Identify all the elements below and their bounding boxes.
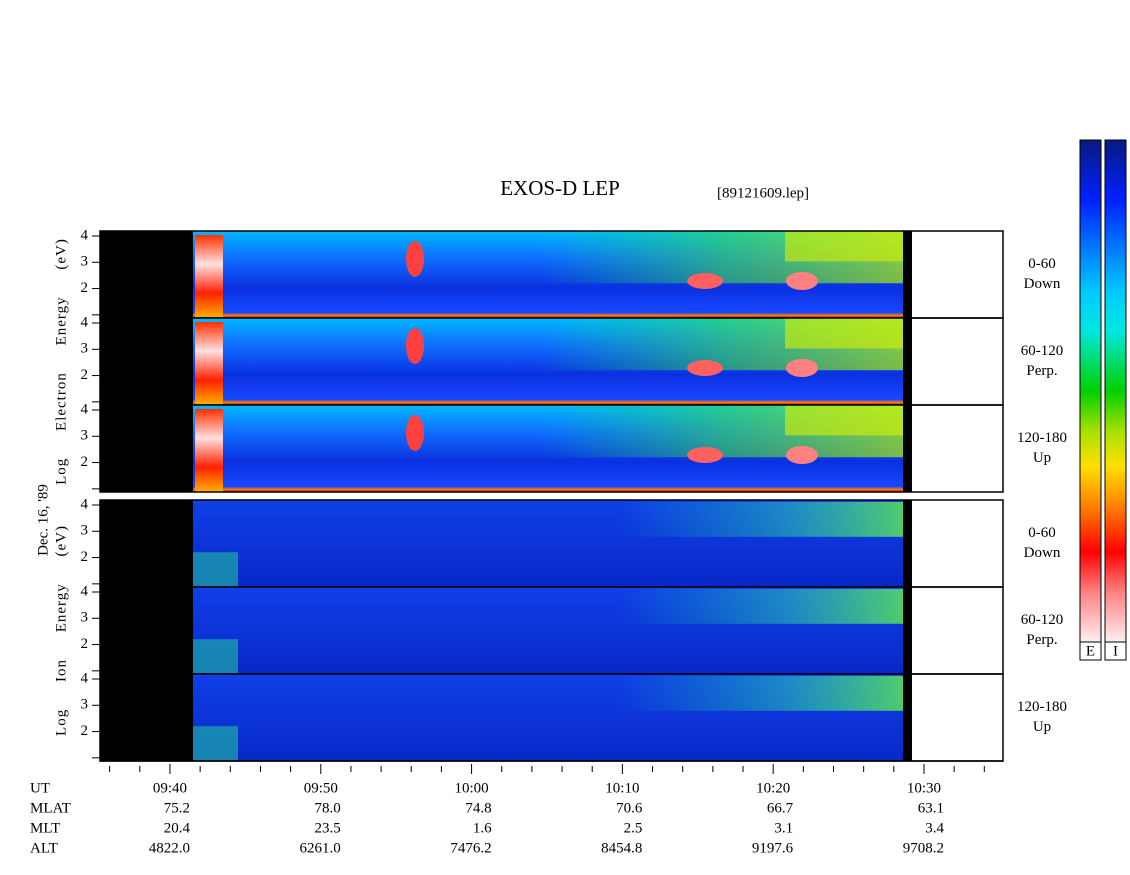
x-tick-label: 10:20 bbox=[756, 780, 790, 796]
spectrogram-image bbox=[785, 231, 903, 262]
ephemeris-value: 20.4 bbox=[164, 820, 191, 836]
colorbars: E I bbox=[1079, 139, 1127, 661]
ephemeris-value: 63.1 bbox=[918, 800, 944, 816]
colorbar-label: E bbox=[1086, 643, 1095, 659]
spectrogram-image bbox=[193, 639, 238, 674]
panel-frame bbox=[99, 404, 1004, 493]
date-label: Dec. 16, '89 bbox=[35, 484, 51, 556]
spectrogram-image bbox=[786, 359, 818, 377]
ephemeris-value: 2.5 bbox=[624, 820, 643, 836]
spectrogram-image bbox=[406, 328, 424, 364]
colorbar bbox=[1104, 139, 1127, 643]
chart-title: EXOS-D LEP bbox=[500, 176, 620, 200]
y-tick-label: 2 bbox=[81, 367, 89, 383]
y-tick-label: 4 bbox=[81, 670, 89, 686]
ephemeris-value: 3.4 bbox=[925, 820, 944, 836]
spectrogram-image bbox=[195, 235, 223, 318]
spectrogram-image bbox=[687, 447, 723, 463]
ephemeris-value: 3.1 bbox=[774, 820, 793, 836]
panel-label: 60-120 bbox=[1021, 612, 1064, 628]
y-tick-label: 4 bbox=[81, 227, 89, 243]
panel-label: 0-60 bbox=[1028, 525, 1056, 541]
ephemeris-value: 70.6 bbox=[616, 800, 643, 816]
y-tick-label: 3 bbox=[81, 697, 89, 713]
colorbar-label-box bbox=[1079, 641, 1102, 661]
spectrogram-image bbox=[786, 446, 818, 464]
spectrogram-image bbox=[620, 589, 903, 624]
y-tick-label: 2 bbox=[81, 280, 89, 296]
y-tick-label: 4 bbox=[81, 401, 89, 417]
panel-label: Down bbox=[1024, 276, 1061, 292]
spectrogram-image bbox=[195, 409, 223, 492]
spectrogram-image bbox=[785, 318, 903, 349]
x-tick-label: 09:50 bbox=[304, 780, 338, 796]
panel-label: 120-180 bbox=[1017, 699, 1067, 715]
y-tick-label: 3 bbox=[81, 254, 89, 270]
colorbar bbox=[1079, 139, 1102, 643]
colorbar-label: I bbox=[1113, 643, 1118, 659]
spectrogram-image bbox=[687, 360, 723, 376]
colorbar-label-box bbox=[1104, 641, 1127, 661]
ephemeris-value: 6261.0 bbox=[300, 840, 341, 856]
spectrogram-image bbox=[785, 405, 903, 436]
spectrogram-image bbox=[620, 676, 903, 711]
y-tick-label: 3 bbox=[81, 428, 89, 444]
y-tick-label: 4 bbox=[81, 314, 89, 330]
x-tick-label: 10:00 bbox=[454, 780, 488, 796]
panel-label: Perp. bbox=[1026, 632, 1057, 648]
y-axis-label: Log Ion Energy (eV) bbox=[53, 525, 69, 736]
panel-label: 120-180 bbox=[1017, 430, 1067, 446]
ephemeris-value: 78.0 bbox=[315, 800, 341, 816]
ephemeris-name: MLT bbox=[30, 820, 60, 836]
ephemeris-value: 66.7 bbox=[767, 800, 794, 816]
panel-label: Down bbox=[1024, 545, 1061, 561]
ephemeris-value: 9708.2 bbox=[903, 840, 944, 856]
panel-label: 60-120 bbox=[1021, 343, 1064, 359]
panel-label: 0-60 bbox=[1028, 256, 1056, 272]
x-tick-label: 10:30 bbox=[907, 780, 941, 796]
ephemeris-value: 8454.8 bbox=[601, 840, 642, 856]
ephemeris-value: 1.6 bbox=[473, 820, 492, 836]
ephemeris-value: 4822.0 bbox=[149, 840, 190, 856]
ephemeris-name: ALT bbox=[30, 840, 58, 856]
spectrogram-image bbox=[620, 502, 903, 537]
ephemeris-value: 75.2 bbox=[164, 800, 190, 816]
y-axis-label: Log Electron Energy (eV) bbox=[53, 238, 69, 485]
y-tick-label: 2 bbox=[81, 549, 89, 565]
y-tick-label: 4 bbox=[81, 496, 89, 512]
spectrogram-image bbox=[406, 415, 424, 451]
y-tick-label: 2 bbox=[81, 723, 89, 739]
spectrogram-image bbox=[193, 552, 238, 587]
x-tick-label: 10:10 bbox=[605, 780, 639, 796]
x-tick-label: 09:40 bbox=[153, 780, 187, 796]
spectrogram-image bbox=[195, 322, 223, 405]
ephemeris-name: UT bbox=[30, 780, 50, 796]
y-tick-label: 3 bbox=[81, 341, 89, 357]
y-tick-label: 4 bbox=[81, 583, 89, 599]
ephemeris-value: 7476.2 bbox=[450, 840, 491, 856]
ephemeris-value: 74.8 bbox=[465, 800, 491, 816]
spectrogram-image bbox=[786, 272, 818, 290]
data-gap bbox=[903, 231, 912, 492]
panel-label: Up bbox=[1033, 719, 1051, 735]
spectrogram-image bbox=[687, 273, 723, 289]
data-gap bbox=[903, 500, 912, 761]
data-gap bbox=[100, 500, 193, 761]
y-tick-label: 2 bbox=[81, 636, 89, 652]
chart-subtitle: [89121609.lep] bbox=[717, 185, 809, 201]
ephemeris-value: 9197.6 bbox=[752, 840, 794, 856]
spectrogram-image bbox=[406, 241, 424, 277]
panel-label: Perp. bbox=[1026, 363, 1057, 379]
panel-label: Up bbox=[1033, 450, 1051, 466]
y-tick-label: 3 bbox=[81, 523, 89, 539]
spectrogram-image bbox=[193, 726, 238, 761]
y-tick-label: 3 bbox=[81, 610, 89, 626]
ephemeris-name: MLAT bbox=[30, 800, 71, 816]
ephemeris-value: 23.5 bbox=[315, 820, 341, 836]
data-gap bbox=[100, 231, 193, 492]
y-tick-label: 2 bbox=[81, 454, 89, 470]
